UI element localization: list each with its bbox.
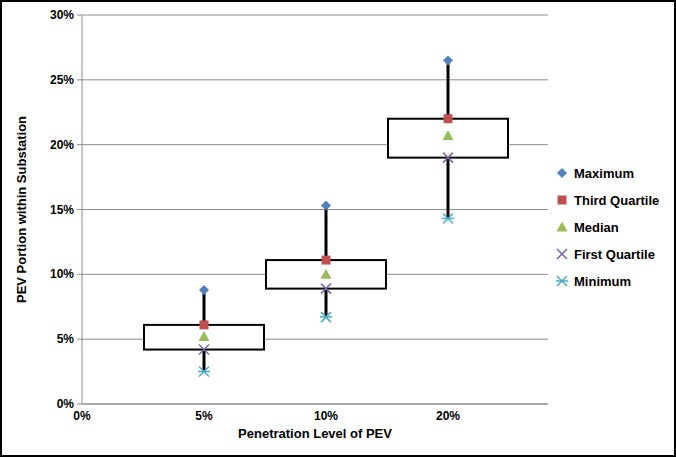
data-point: [321, 201, 331, 211]
data-point: [200, 320, 209, 329]
legend-label: First Quartile: [574, 247, 655, 262]
tick-label: 15%: [50, 203, 74, 217]
y-axis: [82, 15, 83, 404]
tick-mark: [77, 404, 82, 405]
y-axis-title: PEV Portion within Substation: [14, 116, 29, 303]
plot-area: [144, 55, 508, 376]
legend-label: Median: [574, 220, 619, 235]
grid-line: [82, 15, 548, 16]
tick-label: 30%: [50, 8, 74, 22]
legend-marker: [557, 249, 567, 259]
tick-label: 5%: [195, 409, 213, 423]
legend-marker: [557, 168, 567, 178]
data-point: [321, 284, 331, 294]
data-point: [199, 345, 209, 355]
tick-mark: [77, 79, 82, 80]
grid-line: [82, 79, 548, 80]
grid-line: [82, 404, 548, 405]
tick-label: 10%: [50, 267, 74, 281]
legend-marker: [556, 276, 568, 286]
chart: 0% 5% 10% 15% 20% 25% 30% 0% 5% 10% 20% Penetration…: [0, 0, 676, 457]
box: [388, 119, 508, 158]
data-point: [321, 269, 332, 279]
data-point: [443, 55, 453, 65]
tick-label: 20%: [436, 409, 460, 423]
legend-marker: [558, 196, 567, 205]
legend-label: Third Quartile: [574, 193, 659, 208]
tick-mark: [77, 274, 82, 275]
legend-label: Minimum: [574, 274, 631, 289]
tick-mark: [77, 15, 82, 16]
tick-label: 10%: [314, 409, 338, 423]
legend-label: Maximum: [574, 166, 634, 181]
tick-label: 5%: [57, 332, 75, 346]
data-point: [320, 312, 332, 322]
tick-label: 0%: [57, 397, 75, 411]
tick-mark: [77, 144, 82, 145]
grid-line: [82, 209, 548, 210]
tick-label: 25%: [50, 73, 74, 87]
chart-frame: [1, 1, 675, 456]
x-axis-title: Penetration Level of PEV: [238, 426, 392, 441]
data-point: [199, 285, 209, 295]
tick-mark: [77, 339, 82, 340]
data-point: [444, 114, 453, 123]
data-point: [443, 130, 454, 140]
data-point: [198, 367, 210, 377]
x-axis: [82, 404, 548, 405]
data-point: [443, 153, 453, 163]
data-point: [322, 256, 331, 265]
data-point: [199, 331, 210, 341]
tick-mark: [77, 209, 82, 210]
tick-label: 0%: [73, 409, 91, 423]
tick-label: 20%: [50, 138, 74, 152]
data-point: [442, 214, 454, 224]
legend-marker: [557, 222, 568, 232]
